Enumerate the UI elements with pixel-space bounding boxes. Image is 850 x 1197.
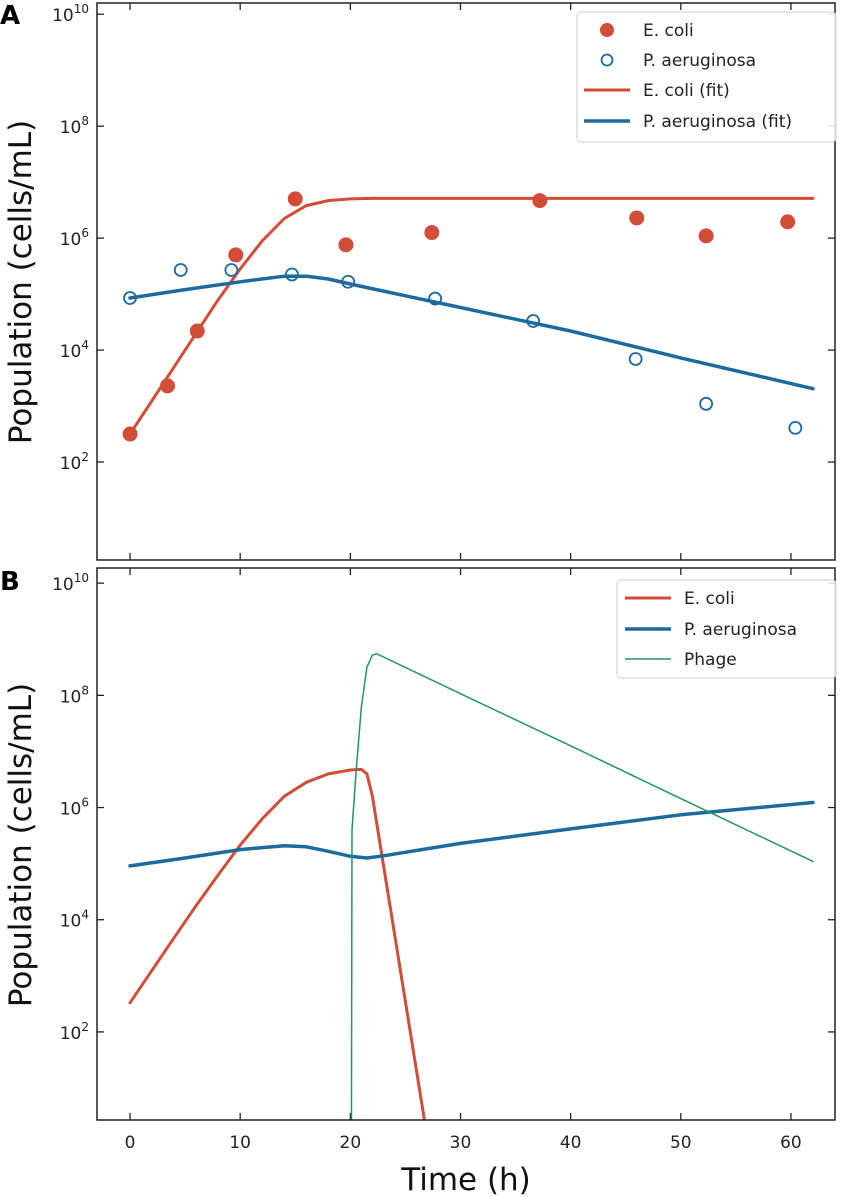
legend-label-phage: Phage: [684, 650, 737, 670]
y-tick-exponent: 10: [74, 571, 89, 585]
data-point-e-coli: [189, 323, 205, 339]
panel-a: A Population (cells/mL) 1021041061081010…: [0, 1, 837, 561]
legend-label-paeruginosa: P. aeruginosa: [643, 51, 756, 71]
x-tick-label: 60: [780, 1133, 802, 1153]
legend-label-ecoli-fit: E. coli (fit): [643, 81, 730, 101]
y-tick-exponent: 6: [81, 796, 89, 810]
plot-area-b: [128, 653, 815, 1120]
y-tick-exponent: 8: [81, 683, 89, 697]
y-axis-title-b: Population (cells/mL): [3, 683, 39, 1007]
data-point-e-coli: [780, 214, 796, 230]
y-tick-label: 106: [60, 226, 89, 250]
legend-box-a: [576, 11, 837, 143]
y-tick-base: 10: [52, 575, 74, 595]
y-tick-base: 10: [60, 800, 82, 820]
y-tick-base: 10: [60, 912, 82, 932]
panel-letter-b: B: [0, 567, 20, 597]
data-point-e-coli: [629, 210, 645, 226]
y-tick-base: 10: [60, 687, 82, 707]
y-tick-base: 10: [60, 118, 82, 138]
y-tick-label: 102: [60, 1020, 89, 1044]
data-point-p-aeruginosa: [123, 291, 137, 305]
data-point-e-coli: [159, 378, 175, 394]
y-tick-label: 104: [60, 338, 89, 362]
y-tick-label: 102: [60, 450, 89, 474]
panel-b: B Population (cells/mL) 0 10 20 30 40 50 60102…: [0, 567, 837, 1197]
data-point-e-coli: [228, 247, 244, 263]
y-tick-label: 106: [60, 796, 89, 820]
y-tick-exponent: 2: [81, 1020, 89, 1034]
legend-marker-ecoli: [600, 23, 614, 37]
y-tick-base: 10: [52, 6, 74, 26]
series-line-e-coli-fit-: [128, 196, 815, 436]
data-point-e-coli: [122, 426, 138, 442]
legend-a: E. coli P. aeruginosa E. coli (fit) P. a…: [576, 11, 837, 143]
legend-label-ecoli: E. coli: [643, 21, 694, 41]
data-point-p-aeruginosa: [224, 263, 239, 277]
data-point-p-aeruginosa: [628, 352, 643, 366]
y-tick-label: 1010: [52, 2, 89, 26]
legend-label-ecoli: E. coli: [684, 589, 735, 609]
legend-label-paeruginosa: P. aeruginosa: [684, 620, 797, 640]
series-line-p-aeruginosa-fit-: [128, 274, 815, 391]
y-tick-label: 108: [60, 114, 89, 138]
x-tick-label: 0: [125, 1133, 136, 1153]
y-tick-base: 10: [60, 1024, 82, 1044]
data-point-p-aeruginosa: [285, 267, 299, 282]
y-tick-label: 108: [60, 683, 89, 707]
data-point-e-coli: [338, 237, 354, 253]
data-point-e-coli: [532, 193, 548, 209]
data-point-p-aeruginosa: [341, 274, 356, 289]
plot-area-a: [122, 191, 815, 442]
y-tick-base: 10: [60, 230, 82, 250]
y-tick-exponent: 6: [81, 226, 89, 240]
data-point-e-coli: [698, 228, 714, 244]
x-tick-label: 10: [229, 1133, 251, 1153]
legend-label-paeruginosa-fit: P. aeruginosa (fit): [643, 112, 792, 132]
y-axis-title-a: Population (cells/mL): [3, 120, 39, 444]
panel-letter-a: A: [0, 1, 20, 31]
series-line-p-aeruginosa: [128, 800, 815, 868]
data-point-p-aeruginosa: [526, 314, 541, 328]
data-point-p-aeruginosa: [788, 420, 803, 435]
y-tick-exponent: 2: [81, 450, 89, 464]
y-tick-exponent: 10: [74, 2, 89, 16]
y-tick-base: 10: [60, 342, 82, 362]
legend-marker-paeruginosa: [600, 53, 614, 67]
legend-box-b: [616, 579, 837, 679]
y-tick-base: 10: [60, 454, 82, 474]
y-tick-exponent: 8: [81, 114, 89, 128]
y-tick-label: 1010: [52, 571, 89, 595]
x-tick-label: 40: [560, 1133, 582, 1153]
x-axis-title: Time (h): [400, 1162, 531, 1197]
series-line-e-coli: [128, 767, 426, 1120]
legend-b: E. coli P. aeruginosa Phage: [616, 579, 837, 679]
y-tick-label: 104: [60, 908, 89, 932]
data-point-p-aeruginosa: [699, 396, 714, 411]
x-tick-label: 50: [670, 1133, 692, 1153]
axes-frame-b: [96, 567, 836, 1121]
data-point-p-aeruginosa: [428, 291, 443, 306]
y-tick-exponent: 4: [81, 908, 89, 922]
series-line-phage: [350, 653, 814, 1120]
axes-frame-a: [96, 2, 836, 561]
data-point-e-coli: [424, 225, 440, 241]
data-point-p-aeruginosa: [173, 263, 188, 277]
data-point-e-coli: [287, 191, 303, 207]
x-tick-label: 20: [340, 1133, 362, 1153]
x-tick-label: 30: [450, 1133, 472, 1153]
y-tick-exponent: 4: [81, 338, 89, 352]
